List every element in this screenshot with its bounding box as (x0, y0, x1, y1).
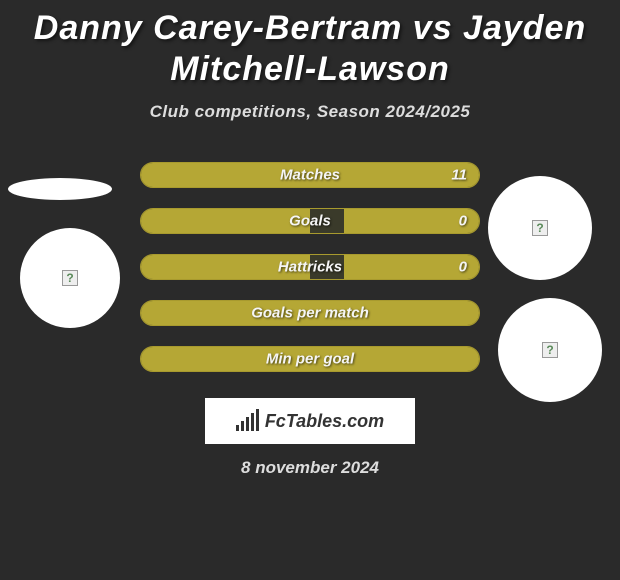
stat-bar-row: Goals 0 (140, 208, 480, 234)
stat-bars: Matches 11 Goals 0 Hattricks 0 Goals per match… (140, 162, 480, 392)
barchart-icon (236, 411, 259, 431)
player-circle: ? (498, 298, 602, 402)
stat-bar-row: Matches 11 (140, 162, 480, 188)
logo-box: FcTables.com (205, 398, 415, 444)
bar-label: Goals per match (251, 304, 369, 321)
page-subtitle: Club competitions, Season 2024/2025 (0, 102, 620, 122)
question-icon: ? (542, 342, 558, 358)
bar-label: Goals (289, 212, 331, 229)
bar-label: Min per goal (266, 350, 354, 367)
date-label: 8 november 2024 (241, 458, 379, 478)
decoration-ellipse (8, 178, 112, 200)
question-icon: ? (532, 220, 548, 236)
bar-value-right: 11 (451, 166, 467, 183)
player-circle: ? (488, 176, 592, 280)
bar-value-right: 0 (459, 212, 467, 229)
bar-fill-left (141, 209, 310, 233)
stat-bar-row: Min per goal (140, 346, 480, 372)
stat-bar-row: Hattricks 0 (140, 254, 480, 280)
page-title: Danny Carey-Bertram vs Jayden Mitchell-L… (0, 0, 620, 90)
bar-label: Matches (280, 166, 340, 183)
logo-text: FcTables.com (265, 411, 384, 432)
bar-label: Hattricks (278, 258, 342, 275)
question-icon: ? (62, 270, 78, 286)
stat-bar-row: Goals per match (140, 300, 480, 326)
player-circle: ? (20, 228, 120, 328)
bar-value-right: 0 (459, 258, 467, 275)
